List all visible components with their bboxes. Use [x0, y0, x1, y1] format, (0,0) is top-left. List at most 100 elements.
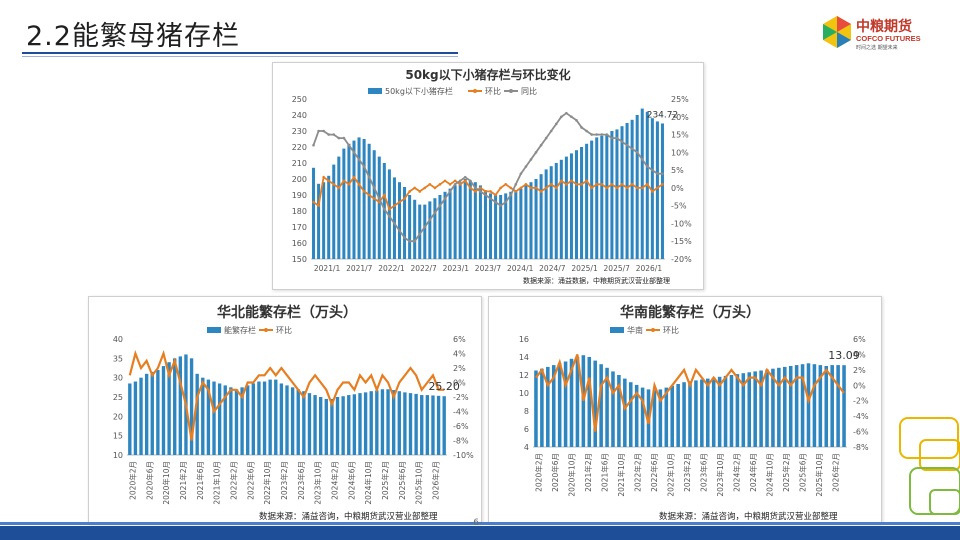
line-point [554, 186, 558, 190]
line-point [585, 129, 588, 133]
y-tick-label: 250 [292, 95, 307, 104]
line-point [509, 186, 513, 190]
bar [611, 371, 615, 447]
x-tick-label: 2023/7 [475, 264, 502, 273]
bar [443, 191, 447, 259]
y-tick-label: 4 [524, 443, 529, 452]
bar [319, 397, 323, 455]
line-point [630, 147, 634, 151]
bar [189, 358, 194, 455]
y-tick-label: 230 [292, 127, 307, 136]
bar [423, 204, 427, 259]
value-annotation: 234.72 [647, 110, 679, 120]
line-point [327, 179, 330, 183]
line-point [635, 151, 639, 154]
x-tick-label: 2025年10月 [814, 453, 824, 497]
x-tick-label: 2020年6月 [550, 453, 560, 492]
x-tick-label: 2023年2月 [279, 461, 289, 500]
line-point [418, 190, 422, 193]
line-point [317, 129, 320, 133]
line-point [428, 183, 432, 186]
line-point [499, 186, 502, 190]
line-point [524, 183, 528, 186]
bar [559, 159, 563, 259]
x-tick-label: 2021年10月 [212, 461, 222, 505]
bar [735, 374, 740, 447]
piglet-inventory-chart: 50kg以下小猪存栏与环比变化 50kg以下小猪存栏 环比 同比 250 240 230 22… [292, 67, 692, 285]
bar [448, 188, 452, 259]
x-tick-label: 2024/1 [507, 264, 534, 273]
y2-tick-label: 5% [671, 166, 684, 175]
footer-bar [0, 526, 960, 540]
y2-tick-label: 20% [671, 113, 689, 122]
bar [625, 123, 629, 259]
page-title: 2.2能繁母猪存栏 [26, 21, 240, 52]
bar [534, 179, 538, 259]
bar [830, 365, 834, 447]
bar [473, 182, 477, 259]
line-point [458, 179, 462, 183]
x-tick-label: 2024/7 [539, 264, 566, 273]
bar [554, 163, 558, 259]
line-point [549, 129, 553, 133]
bar [257, 381, 261, 455]
chart-panel-north-china: 华北能繁存栏（万头） 能繁存栏 环比 40 35 30 25 20 15 10 6% 4% 2% 0% -2… [88, 296, 482, 524]
line-point [312, 200, 315, 204]
legend-label: 环比 [485, 86, 501, 96]
chart-panel-south-china: 华南能繁存栏（万头） 华南 环比 16 14 12 10 8 6 4 6% 4% 2% 0% -2% -4% -… [488, 296, 882, 524]
bar [332, 164, 336, 259]
x-tick-label: 2024年6月 [748, 453, 758, 492]
title-underline [22, 52, 458, 54]
bar [610, 131, 614, 259]
bar [599, 364, 603, 447]
line-point [448, 183, 452, 186]
bar [563, 361, 568, 447]
bar [161, 366, 166, 455]
bar [630, 119, 634, 259]
line-point [408, 190, 411, 193]
bar [418, 204, 422, 259]
bar [463, 179, 467, 259]
bar [408, 195, 412, 259]
x-tick-label: 2025年6月 [798, 453, 808, 492]
line-point [438, 183, 442, 186]
bar [212, 381, 216, 455]
legend-swatch [207, 327, 221, 333]
y2-tick-label: -4% [853, 412, 869, 421]
bar [705, 378, 710, 447]
north-china-sow-chart: 华北能繁存栏（万头） 能繁存栏 环比 40 35 30 25 20 15 10 6% 4% 2% 0% -2… [113, 304, 474, 522]
bar [676, 384, 680, 447]
line-point [580, 126, 583, 129]
line-point [357, 183, 361, 186]
bar [605, 134, 609, 259]
line-point [453, 179, 457, 183]
source-note: 数据来源：涌益咨询，中粮期货武汉营业部整理 [659, 511, 838, 522]
bar [580, 147, 584, 259]
bar [581, 355, 586, 447]
bar [313, 395, 317, 455]
bar [420, 395, 424, 455]
bar [375, 390, 379, 455]
bar [234, 389, 239, 455]
line-point [590, 186, 593, 190]
x-tick-label: 2024年10月 [765, 453, 775, 497]
line-point [428, 218, 432, 222]
bar [593, 360, 597, 447]
bar [682, 382, 686, 447]
y-tick-label: 14 [519, 353, 529, 362]
x-tick-label: 2020年6月 [144, 461, 154, 500]
line-point [605, 133, 609, 136]
y2-tick-label: -8% [853, 443, 869, 452]
bar [296, 389, 300, 455]
bar [251, 383, 255, 455]
line-point [509, 193, 513, 197]
bar [397, 391, 401, 455]
bar [268, 379, 272, 455]
line-point [332, 183, 336, 186]
y2-tick-label: -8% [453, 437, 469, 446]
bar [794, 365, 799, 447]
line-point [615, 136, 619, 140]
line-point [499, 204, 502, 207]
x-tick-label: 2025/7 [604, 264, 631, 273]
line-point [474, 186, 477, 190]
